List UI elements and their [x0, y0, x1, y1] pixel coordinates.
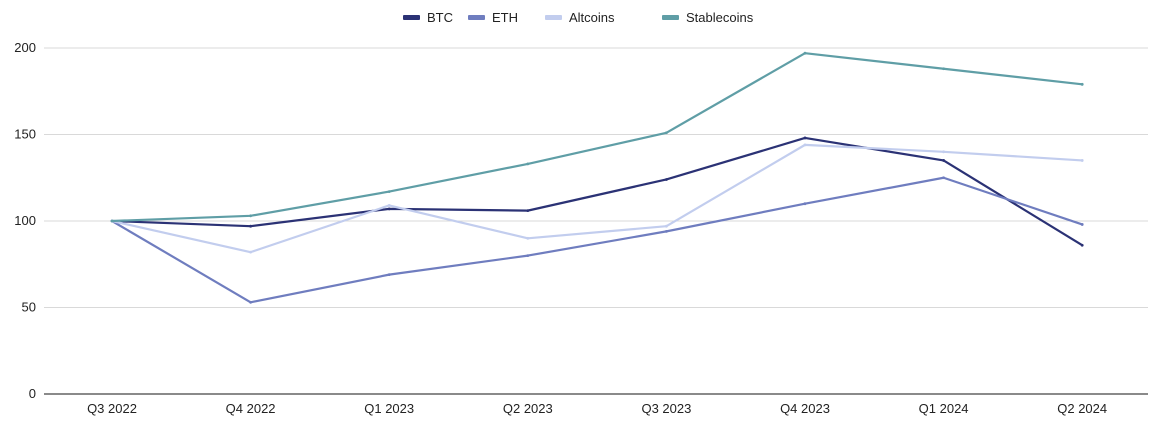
- gridlines: [44, 47, 1148, 395]
- series-line-eth: [110, 176, 1084, 304]
- data-point-altcoins: [803, 143, 807, 147]
- data-point-btc: [803, 136, 807, 140]
- x-tick-label: Q1 2023: [364, 401, 414, 416]
- legend-label-btc: BTC: [427, 10, 453, 25]
- x-tick-label: Q1 2024: [919, 401, 969, 416]
- x-axis: Q3 2022 Q4 2022 Q1 2023 Q2 2023 Q3 2023 Q4 20…: [87, 401, 1107, 416]
- legend-swatch-btc: [403, 15, 420, 20]
- data-point-eth: [526, 254, 530, 257]
- data-point-btc: [526, 209, 530, 213]
- data-point-stablecoins: [249, 214, 253, 218]
- x-tick-label: Q3 2023: [641, 401, 691, 416]
- data-point-stablecoins: [1080, 82, 1084, 86]
- series-line-btc: [110, 136, 1084, 247]
- data-point-eth: [387, 273, 391, 277]
- y-tick-label: 150: [14, 127, 36, 142]
- x-tick-label: Q3 2022: [87, 401, 137, 416]
- data-point-eth: [942, 176, 945, 180]
- data-point-btc: [249, 224, 253, 228]
- x-tick-label: Q2 2023: [503, 401, 553, 416]
- x-tick-label: Q4 2022: [226, 401, 276, 416]
- data-point-stablecoins: [526, 162, 530, 166]
- data-point-btc: [1080, 243, 1084, 247]
- data-point-stablecoins: [803, 51, 807, 55]
- y-tick-label: 50: [22, 300, 36, 315]
- data-point-altcoins: [1080, 159, 1084, 162]
- legend-swatch-eth: [468, 15, 485, 20]
- legend-label-altcoins: Altcoins: [569, 10, 615, 25]
- data-point-altcoins: [942, 150, 945, 154]
- data-point-altcoins: [665, 224, 668, 228]
- legend-label-eth: ETH: [492, 10, 518, 25]
- data-point-eth: [803, 202, 807, 206]
- legend-swatch-stablecoins: [662, 15, 679, 20]
- legend: BTC ETH Altcoins Stablecoins: [403, 10, 754, 25]
- y-axis: 0 50 100 150 200: [14, 40, 36, 401]
- data-point-btc: [387, 207, 391, 211]
- data-point-stablecoins: [942, 67, 945, 71]
- data-point-eth: [665, 229, 668, 233]
- data-point-btc: [665, 178, 668, 181]
- data-point-eth: [249, 300, 253, 304]
- data-point-altcoins: [387, 204, 391, 207]
- y-tick-label: 100: [14, 213, 36, 228]
- data-point-altcoins: [526, 236, 530, 240]
- data-point-stablecoins: [387, 190, 391, 193]
- data-point-btc: [942, 159, 945, 162]
- series-layer: [110, 51, 1084, 304]
- y-tick-label: 200: [14, 40, 36, 55]
- series-line-stablecoins: [110, 52, 1084, 223]
- legend-swatch-altcoins: [545, 15, 562, 20]
- data-point-stablecoins: [110, 219, 114, 223]
- data-point-eth: [1080, 223, 1084, 226]
- data-point-stablecoins: [665, 131, 668, 135]
- data-point-altcoins: [249, 250, 253, 254]
- x-tick-label: Q4 2023: [780, 401, 830, 416]
- series-line-altcoins: [110, 143, 1084, 254]
- x-tick-label: Q2 2024: [1057, 401, 1107, 416]
- y-tick-label: 0: [29, 386, 36, 401]
- legend-label-stablecoins: Stablecoins: [686, 10, 754, 25]
